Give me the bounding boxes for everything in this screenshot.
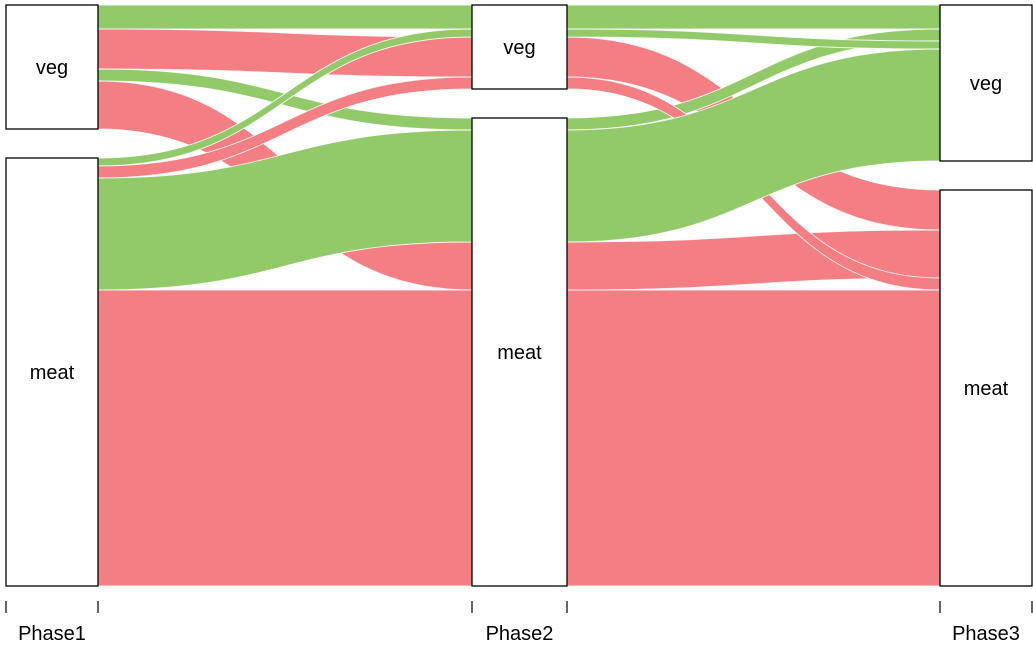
stratum-phase3-meat — [939, 189, 1033, 587]
stratum-label-phase1-meat: meat — [30, 362, 75, 384]
axis-layer: Phase1 Phase2 Phase3 — [5, 601, 1033, 645]
flow-veg-veg-veg-segment-1 — [97, 4, 473, 30]
stratum-label-phase3-veg: veg — [970, 73, 1002, 95]
flow-meat-meat-meat-segment-1 — [97, 289, 473, 587]
stratum-phase1-veg — [5, 4, 99, 130]
stratum-phase2-meat — [471, 117, 568, 587]
stratum-phase1-meat — [5, 157, 99, 587]
stratum-phase2-veg — [471, 4, 568, 90]
stratum-label-phase2-meat: meat — [497, 342, 542, 364]
stratum-label-phase2-veg: veg — [503, 37, 535, 59]
axis-label-phase2: Phase2 — [486, 623, 554, 645]
axis-label-phase3: Phase3 — [952, 623, 1020, 645]
flow-meat-meat-meat-segment-2 — [566, 289, 941, 587]
stratum-label-phase1-veg: veg — [36, 57, 68, 79]
stratum-label-phase3-meat: meat — [964, 378, 1009, 400]
boxes-layer: veg meat veg meat veg meat — [5, 4, 1033, 587]
flows-layer — [97, 4, 941, 587]
stratum-phase3-veg — [939, 4, 1033, 162]
flow-veg-veg-veg-segment-2 — [566, 4, 941, 30]
axis-label-phase1: Phase1 — [18, 623, 86, 645]
